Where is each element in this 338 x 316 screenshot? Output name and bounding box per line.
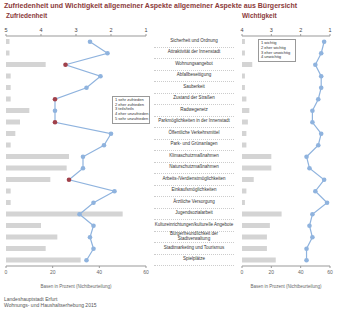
html-text:Attraktivität der Innenstadt: Attraktivität der Innenstadt bbox=[167, 49, 221, 55]
html-text:Sauberkeit: Sauberkeit bbox=[183, 83, 205, 89]
html-text:2 eher zufrieden: 2 eher zufrieden bbox=[115, 101, 144, 107]
html-text:Zustand der Straßen: Zustand der Straßen bbox=[173, 95, 215, 101]
html-text:Wohnungs- und Haushaltserhebun: Wohnungs- und Haushaltserhebung 2015 bbox=[4, 302, 97, 308]
html-text:Zufriedenheit und Wichtigkeit: Zufriedenheit und Wichtigkeit allgemeine… bbox=[4, 2, 298, 9]
html-text:Spielplätze: Spielplätze bbox=[183, 256, 205, 262]
html-text:5 sehr unzufrieden: 5 sehr unzufrieden bbox=[115, 116, 149, 121]
svg-text:60: 60 bbox=[327, 269, 330, 275]
svg-text:1: 1 bbox=[328, 27, 330, 33]
svg-text:4: 4 bbox=[39, 27, 42, 33]
svg-text:Basen in Prozent (Nichtbeurtei: Basen in Prozent (Nichtbeurteilung) bbox=[40, 284, 112, 289]
svg-text:3: 3 bbox=[270, 27, 273, 33]
svg-text:1: 1 bbox=[144, 27, 147, 33]
svg-text:3: 3 bbox=[74, 27, 77, 33]
svg-text:2: 2 bbox=[299, 27, 302, 33]
svg-text:4: 4 bbox=[240, 27, 243, 33]
html-text:Ärztliche Versorgung: Ärztliche Versorgung bbox=[173, 198, 215, 204]
svg-text:60: 60 bbox=[143, 269, 149, 275]
html-text:Arbeits-/Verdienstmöglichkeite: Arbeits-/Verdienstmöglichkeiten bbox=[162, 175, 226, 181]
svg-text:20: 20 bbox=[50, 269, 56, 275]
html-text:Klimaschutzmaßnahmen: Klimaschutzmaßnahmen bbox=[169, 152, 219, 158]
svg-text:40: 40 bbox=[298, 269, 304, 275]
svg-text:40: 40 bbox=[97, 269, 103, 275]
html-text:Einkaufsmöglichkeiten: Einkaufsmöglichkeiten bbox=[171, 187, 217, 193]
html-text:4 unwichtig: 4 unwichtig bbox=[261, 54, 281, 60]
html-text:Naturschutzmaßnahmen: Naturschutzmaßnahmen bbox=[169, 164, 219, 170]
html-text:Stadtmarketing und Tourismus: Stadtmarketing und Tourismus bbox=[163, 244, 225, 250]
html-text:Sicherheit und Ordnung: Sicherheit und Ordnung bbox=[170, 37, 218, 43]
html-text:Zufriedenheit: Zufriedenheit bbox=[6, 12, 48, 19]
html-text:Jugendsozialarbeit: Jugendsozialarbeit bbox=[175, 210, 213, 216]
html-text:Abfallbeseitigung: Abfallbeseitigung bbox=[176, 72, 212, 78]
html-text:2 eher wichtig: 2 eher wichtig bbox=[261, 44, 286, 50]
html-text:Wohnungsangebot: Wohnungsangebot bbox=[175, 60, 213, 66]
html-text:Öffentliche Verkehrsmittel: Öffentliche Verkehrsmittel bbox=[168, 129, 220, 135]
html-text:Parkmöglichkeiten in der Innen: Parkmöglichkeiten in der Innenstadt bbox=[158, 118, 230, 124]
svg-text:20: 20 bbox=[269, 269, 275, 275]
html-text:Wichtigkeit: Wichtigkeit bbox=[242, 12, 277, 19]
html-text:1 wichtig: 1 wichtig bbox=[261, 40, 277, 45]
svg-text:0: 0 bbox=[241, 269, 244, 275]
svg-text:2: 2 bbox=[109, 27, 112, 33]
html-text:Park- und Grünanlagen: Park- und Grünanlagen bbox=[170, 141, 218, 147]
html-text:3 eher unwichtig: 3 eher unwichtig bbox=[261, 49, 291, 55]
html-text:3 teils/teils: 3 teils/teils bbox=[115, 106, 134, 112]
html-text:Kultureinrichtungen/kulturelle: Kultureinrichtungen/kulturelle Angebote bbox=[154, 221, 234, 227]
html-text:Landeshauptstadt Erfurt: Landeshauptstadt Erfurt bbox=[4, 296, 58, 302]
html-text:1 sehr zufrieden: 1 sehr zufrieden bbox=[115, 96, 144, 102]
html-text:Radwegenetz: Radwegenetz bbox=[180, 106, 208, 112]
svg-text:Basen in Prozent (Nichtbeurtei: Basen in Prozent (Nichtbeurteilung) bbox=[250, 284, 322, 289]
html-text:4 eher unzufrieden: 4 eher unzufrieden bbox=[115, 111, 149, 117]
html-text:Bürgerfreundlichkeit der Stadt: Bürgerfreundlichkeit der Stadtverwaltung bbox=[170, 231, 218, 241]
